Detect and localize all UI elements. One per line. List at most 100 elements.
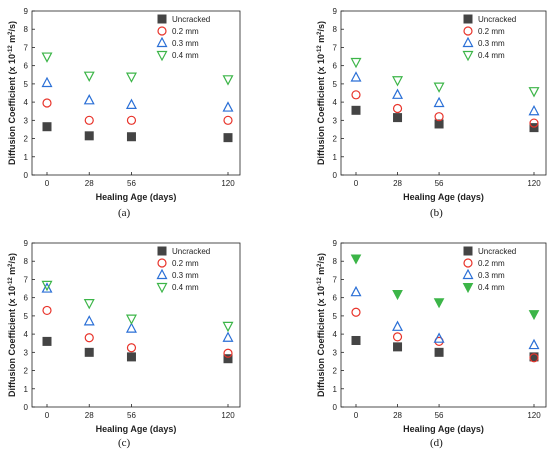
x-tick-label: 28	[85, 411, 94, 420]
data-point	[392, 320, 404, 331]
legend-marker	[156, 36, 168, 48]
data-point	[392, 332, 403, 342]
y-axis-label-superscript: 2	[8, 31, 14, 35]
x-tick-label: 120	[221, 179, 235, 188]
x-axis-label: Healing Age (days)	[96, 192, 177, 202]
legend-label: 0.4 mm	[478, 283, 505, 292]
data-point	[84, 115, 94, 125]
data-point	[433, 298, 445, 309]
legend-label: 0.3 mm	[478, 271, 505, 280]
y-tick-label: 5	[333, 312, 338, 321]
data-point	[125, 98, 137, 109]
y-tick-label: 2	[333, 367, 338, 376]
series-uncracked	[351, 335, 539, 362]
legend-marker	[463, 246, 473, 256]
legend-marker	[157, 246, 167, 256]
y-tick-label: 5	[333, 80, 338, 89]
y-tick-label: 1	[333, 385, 338, 394]
data-point	[42, 336, 52, 346]
data-point	[350, 71, 362, 82]
data-point	[528, 338, 540, 350]
series-0-3-mm	[41, 76, 234, 112]
y-tick-label: 6	[333, 294, 338, 303]
data-point	[223, 115, 233, 125]
y-tick-label: 4	[24, 330, 29, 339]
data-point	[350, 254, 362, 265]
data-point	[83, 71, 95, 82]
panel-label-c: (c)	[118, 437, 131, 449]
y-axis-label: Diffusion Coefficient (x 10-12 m2/s)	[316, 21, 326, 165]
data-point	[125, 322, 137, 333]
legend-marker	[463, 26, 473, 36]
data-point	[83, 315, 95, 326]
y-tick-label: 2	[24, 135, 29, 144]
legend-marker	[156, 50, 168, 62]
legend-marker	[463, 14, 473, 24]
data-point	[126, 115, 137, 125]
series-0-2-mm	[42, 305, 233, 358]
data-point	[529, 118, 539, 128]
legend-marker	[463, 258, 473, 268]
y-tick-label: 0	[333, 403, 338, 412]
x-tick-label: 120	[527, 179, 541, 188]
data-point	[433, 82, 445, 93]
y-axis-label-superscript: 2	[8, 263, 14, 267]
x-tick-label: 0	[45, 411, 50, 420]
y-tick-label: 9	[333, 7, 338, 16]
data-point	[350, 285, 362, 297]
legend-label: 0.2 mm	[172, 259, 199, 268]
data-point	[351, 90, 361, 100]
x-axis-label: Healing Age (days)	[96, 424, 177, 434]
legend-label: Uncracked	[478, 247, 516, 256]
panel-label-a: (a)	[118, 207, 131, 219]
legend-marker	[156, 282, 168, 294]
legend-marker	[462, 36, 474, 48]
y-tick-label: 9	[24, 7, 29, 16]
y-tick-label: 2	[333, 135, 338, 144]
data-point	[126, 352, 136, 362]
y-tick-label: 6	[333, 62, 338, 71]
y-tick-label: 7	[333, 43, 338, 52]
x-tick-label: 56	[127, 179, 136, 188]
legend-label: Uncracked	[172, 247, 210, 256]
y-axis-label-superscript: -12	[8, 45, 14, 54]
data-point	[42, 122, 52, 132]
legend-label: 0.2 mm	[478, 27, 505, 36]
series-0-4-mm	[350, 254, 540, 321]
legend-marker	[462, 283, 474, 294]
y-tick-label: 0	[333, 171, 338, 180]
y-tick-label: 1	[24, 153, 29, 162]
series-0-4-mm	[350, 57, 540, 98]
data-point	[84, 347, 94, 357]
y-tick-label: 2	[24, 367, 29, 376]
data-point	[41, 52, 53, 63]
plot-frame	[31, 242, 241, 408]
y-tick-label: 0	[24, 403, 29, 412]
data-point	[434, 119, 444, 129]
y-axis-label-part: m	[316, 35, 326, 46]
data-point	[222, 101, 234, 112]
data-point	[223, 133, 233, 143]
data-point	[392, 103, 403, 114]
x-tick-label: 56	[127, 411, 136, 420]
series-0-4-mm	[41, 280, 234, 333]
y-tick-label: 9	[333, 239, 338, 248]
data-point	[84, 131, 94, 141]
data-point	[528, 310, 540, 321]
data-point	[222, 321, 234, 333]
series-0-2-mm	[42, 98, 233, 125]
x-tick-label: 56	[435, 179, 444, 188]
data-point	[84, 333, 94, 343]
series-0-3-mm	[350, 71, 540, 116]
data-point	[433, 332, 445, 343]
data-point	[434, 112, 444, 122]
x-tick-label: 28	[85, 179, 94, 188]
plot-frame	[340, 242, 547, 408]
data-point	[351, 335, 361, 345]
y-axis-label-part: m	[7, 267, 17, 278]
legend-marker	[462, 268, 474, 280]
